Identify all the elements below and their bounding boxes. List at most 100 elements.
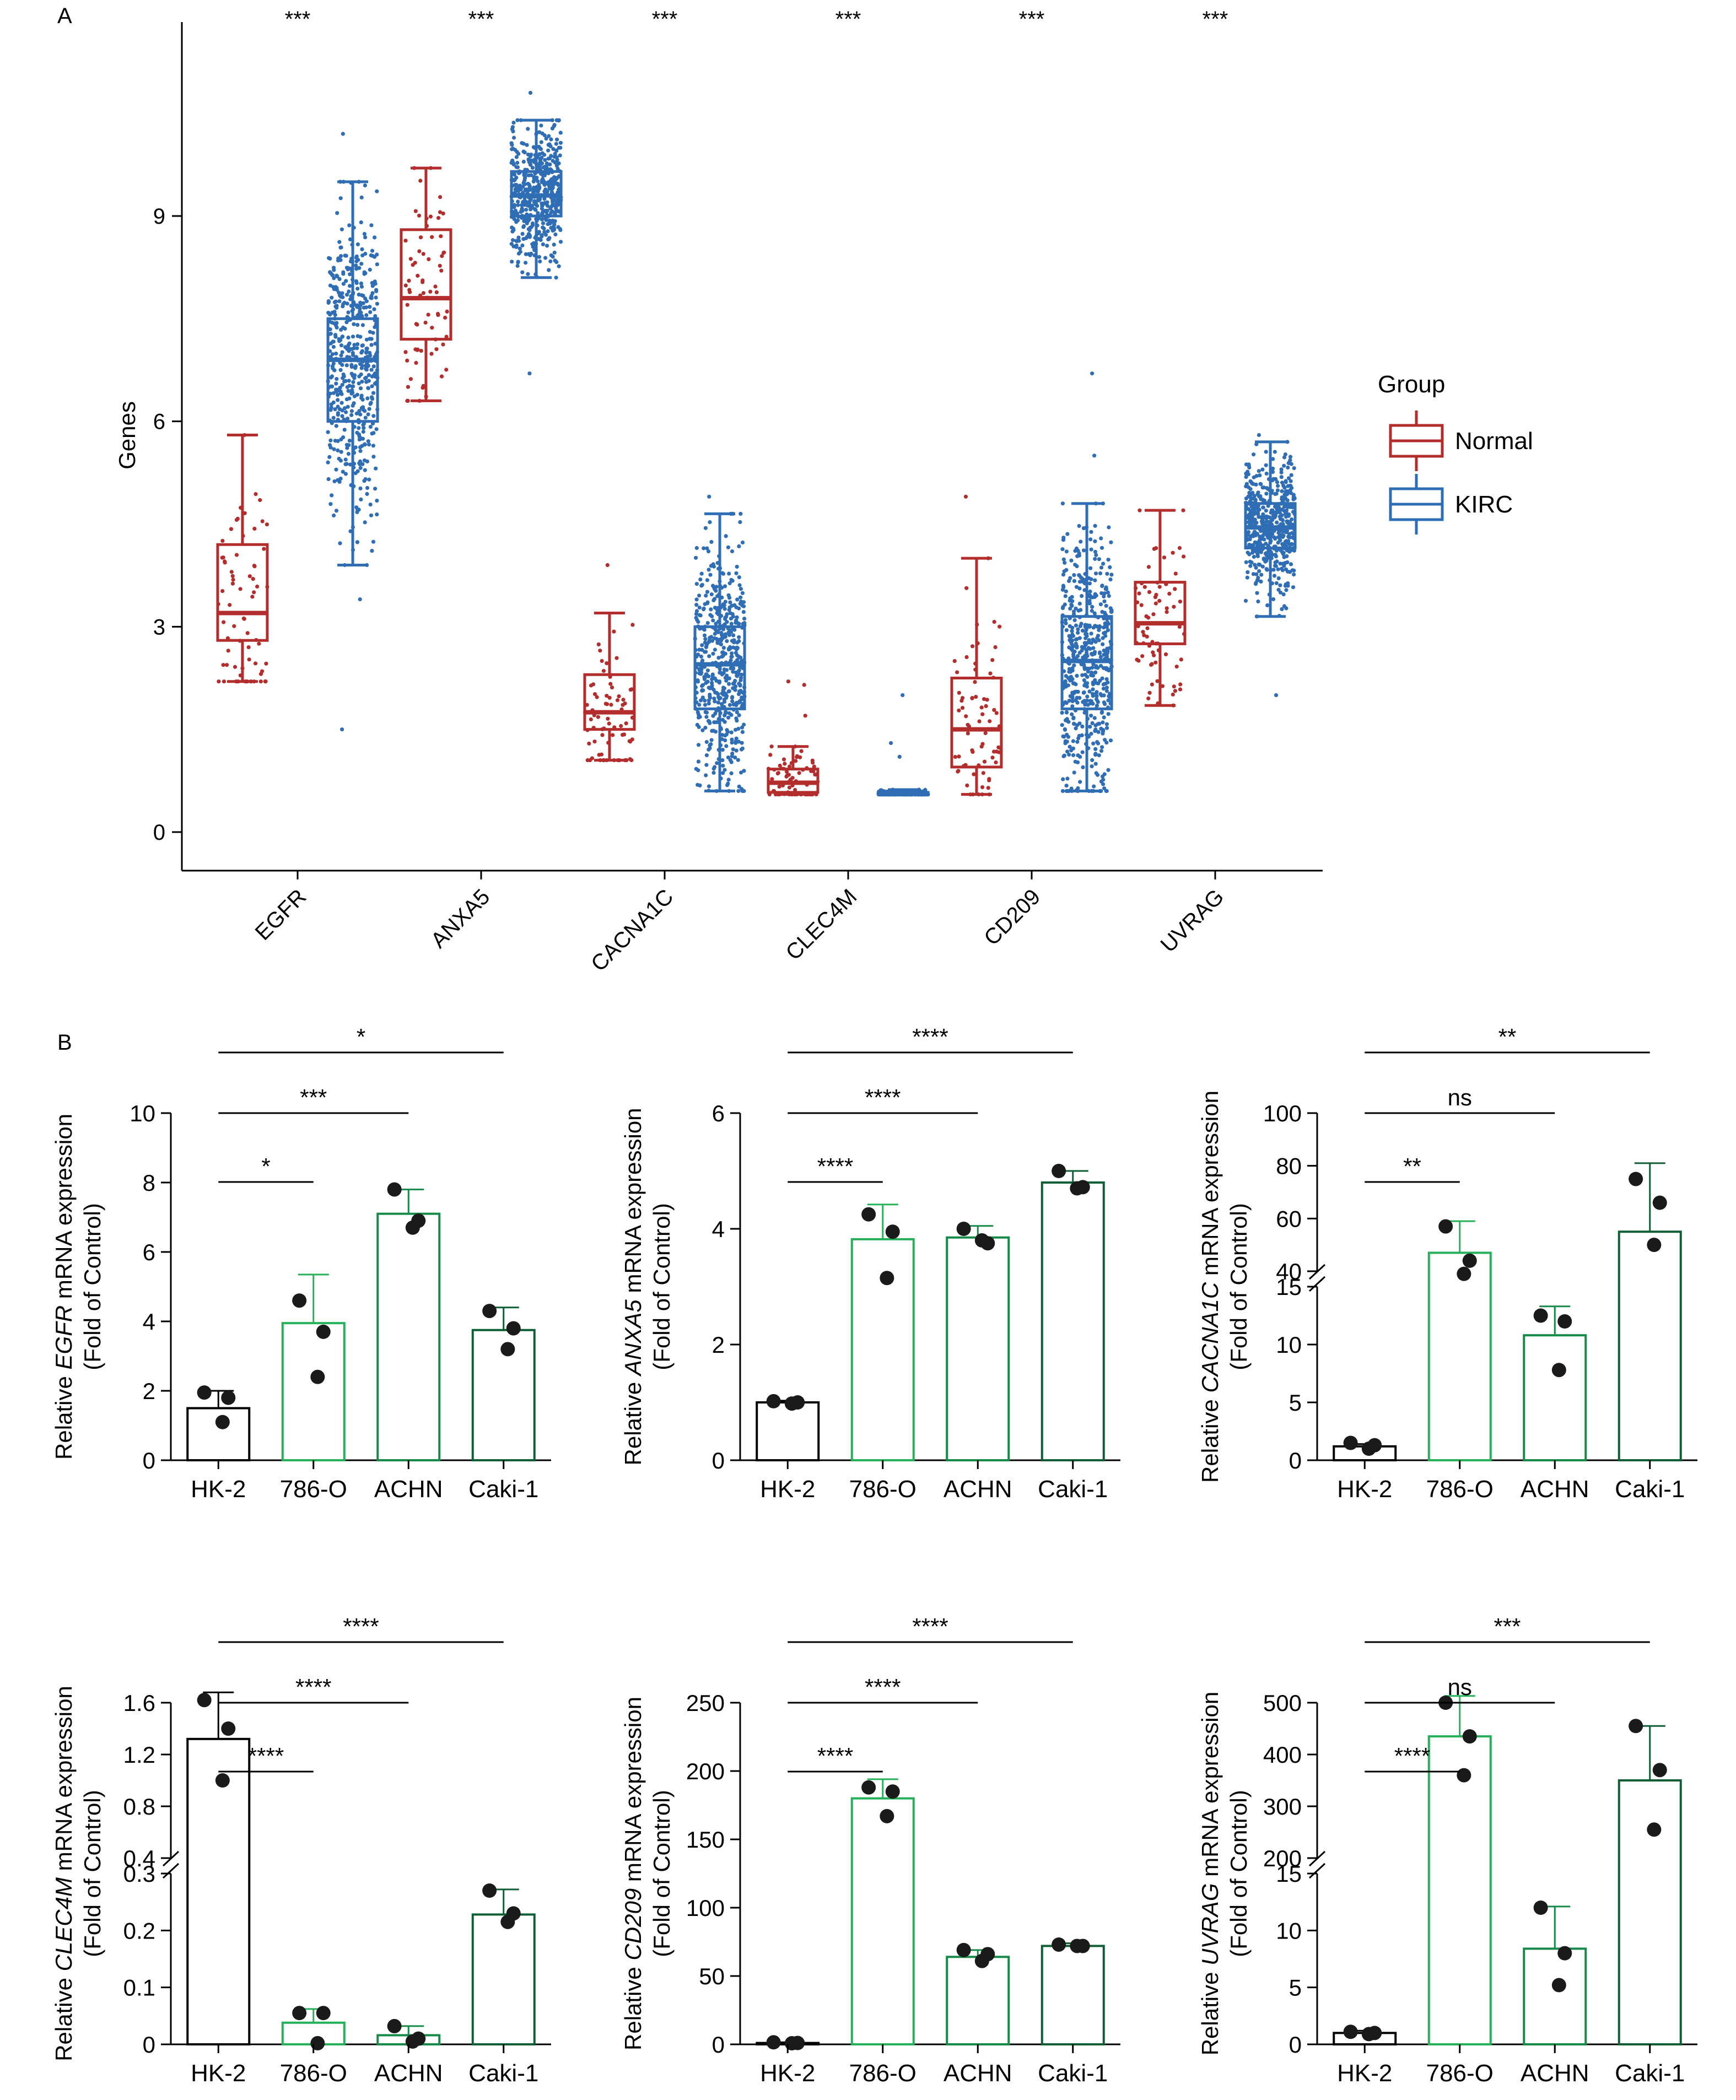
data-point [1060,723,1064,727]
data-point [1102,715,1106,720]
data-point [1292,573,1296,577]
data-point [1098,602,1103,607]
y-tick-label: 250 [686,1690,725,1716]
data-point [360,247,364,251]
data-point [352,394,357,398]
data-point [363,442,367,447]
data-point [1286,535,1291,539]
data-point [778,763,782,768]
data-point [727,676,731,681]
data-point [338,368,343,373]
data-point [254,492,258,496]
data-point [720,758,725,763]
data-point [331,391,336,395]
data-point [740,730,745,734]
data-point [552,222,557,226]
data-point [972,772,976,776]
data-point [1179,657,1183,662]
data-point [1282,455,1287,460]
data-point [732,640,736,645]
data-point [357,409,362,413]
data-point [707,685,711,690]
data-point [703,526,708,530]
data-point [1061,604,1065,609]
data-point [520,231,525,236]
data-point [548,259,553,263]
data-point [617,694,621,699]
data-point [738,520,742,525]
data-point [364,368,369,372]
data-point [694,616,698,620]
data-point [332,276,336,280]
data-point [533,202,538,207]
data-point [719,642,724,646]
data-point [1284,530,1288,535]
data-point [558,228,563,233]
data-point [957,708,961,712]
data-point [1150,662,1154,666]
data-point [360,343,364,348]
bar [1040,1181,1105,1461]
data-point [965,783,969,787]
data-point [735,564,739,569]
data-point [1160,684,1164,688]
replicate-point [405,1220,420,1235]
data-point [1097,753,1101,758]
data-point [1264,567,1269,571]
data-point [331,366,335,371]
data-point [768,753,773,757]
data-point [509,141,514,145]
data-point [407,278,411,283]
y-tick-label: 9 [153,204,165,229]
data-point [1060,501,1065,506]
data-point [1144,614,1149,618]
data-point [374,289,379,294]
y-tick-label: 4 [143,1309,155,1335]
data-point [980,785,985,790]
data-point [704,763,709,767]
significance-label: *** [468,7,494,31]
data-point [445,309,449,314]
data-point [516,235,521,240]
data-point [368,267,372,272]
data-point [1104,741,1109,745]
data-point [536,211,540,215]
data-point [1078,580,1082,584]
data-point [347,379,351,383]
data-point [1090,652,1095,657]
data-point [711,651,715,656]
data-point [359,281,364,285]
replicate-point [1052,1164,1066,1178]
data-point [358,486,363,491]
outlier-point [340,727,344,732]
data-point [737,575,741,580]
data-point [1178,687,1183,692]
data-point [1102,594,1106,598]
data-point [742,769,746,773]
data-point [1105,726,1109,730]
data-point [332,300,337,305]
replicate-point [861,1780,876,1795]
data-point [1264,450,1268,454]
significance-label: **** [343,1613,379,1639]
data-point [363,477,368,482]
data-point [614,656,619,660]
data-point [556,182,560,187]
data-point [1259,497,1263,501]
data-point [1264,492,1269,496]
data-point [719,702,724,706]
data-point [371,414,376,418]
data-point [810,758,815,763]
data-point [357,426,361,430]
data-point [336,398,340,402]
data-point [374,427,379,431]
data-point [342,428,347,432]
data-point [611,733,615,737]
data-point [731,633,736,638]
data-point [1067,752,1071,757]
data-point [595,695,599,699]
data-point [711,584,715,588]
data-point [537,144,541,149]
data-point [338,196,343,201]
